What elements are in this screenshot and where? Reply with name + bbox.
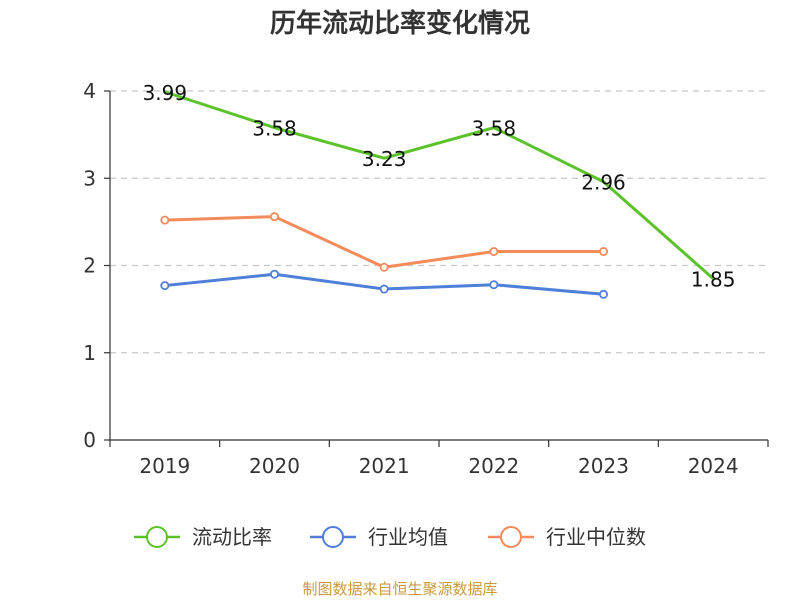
- x-tick-label: 2019: [139, 454, 190, 478]
- legend-item-2[interactable]: 行业中位数: [488, 525, 646, 549]
- data-labels: 3.99 3.58 3.23 3.58 2.96 1.85: [143, 81, 736, 292]
- series-point-2-4: [599, 247, 609, 257]
- series-lines: [160, 90, 715, 299]
- chart-title: 历年流动比率变化情况: [270, 8, 530, 39]
- data-label: 3.58: [252, 117, 297, 141]
- series-point-2-1: [269, 212, 279, 222]
- data-label: 3.58: [472, 117, 517, 141]
- grid-lines: [110, 90, 768, 354]
- series-point-1-1: [269, 269, 279, 279]
- y-tick-label: 0: [83, 428, 96, 452]
- legend-marker: [146, 526, 168, 548]
- series-point-1-2: [379, 284, 389, 294]
- series-line-0: [163, 90, 715, 281]
- legend-marker: [322, 526, 344, 548]
- data-label: 2.96: [581, 171, 626, 195]
- series-point-1-3: [489, 280, 499, 290]
- x-tick-label: 2024: [688, 454, 739, 478]
- data-label: 3.23: [362, 147, 407, 171]
- series-point-2-0: [160, 215, 170, 225]
- legend-label: 行业均值: [368, 525, 448, 549]
- y-tick-label: 4: [83, 79, 96, 103]
- data-label: 1.85: [691, 268, 736, 292]
- y-tick-label: 1: [83, 341, 96, 365]
- y-tick-label: 2: [83, 254, 96, 278]
- series-point-2-3: [489, 247, 499, 257]
- source-footer: 制图数据来自恒生聚源数据库: [302, 580, 497, 598]
- legend-label: 行业中位数: [546, 525, 646, 549]
- x-tick-label: 2021: [359, 454, 410, 478]
- axes: 0 1 2 3 4 2019 2020 2021 2022 2023 2024: [83, 79, 769, 478]
- data-label: 3.99: [143, 81, 188, 105]
- series-point-1-4: [599, 289, 609, 299]
- x-tick-label: 2023: [578, 454, 629, 478]
- legend: 流动比率 行业均值 行业中位数: [134, 525, 646, 549]
- x-tick-label: 2022: [468, 454, 519, 478]
- legend-label: 流动比率: [192, 525, 272, 549]
- legend-item-0[interactable]: 流动比率: [134, 525, 272, 549]
- legend-marker: [500, 526, 522, 548]
- legend-item-1[interactable]: 行业均值: [310, 525, 448, 549]
- x-tick-label: 2020: [249, 454, 300, 478]
- series-point-2-2: [379, 262, 389, 272]
- series-line-2: [163, 215, 605, 269]
- series-point-1-0: [160, 281, 170, 291]
- y-tick-label: 3: [83, 166, 96, 190]
